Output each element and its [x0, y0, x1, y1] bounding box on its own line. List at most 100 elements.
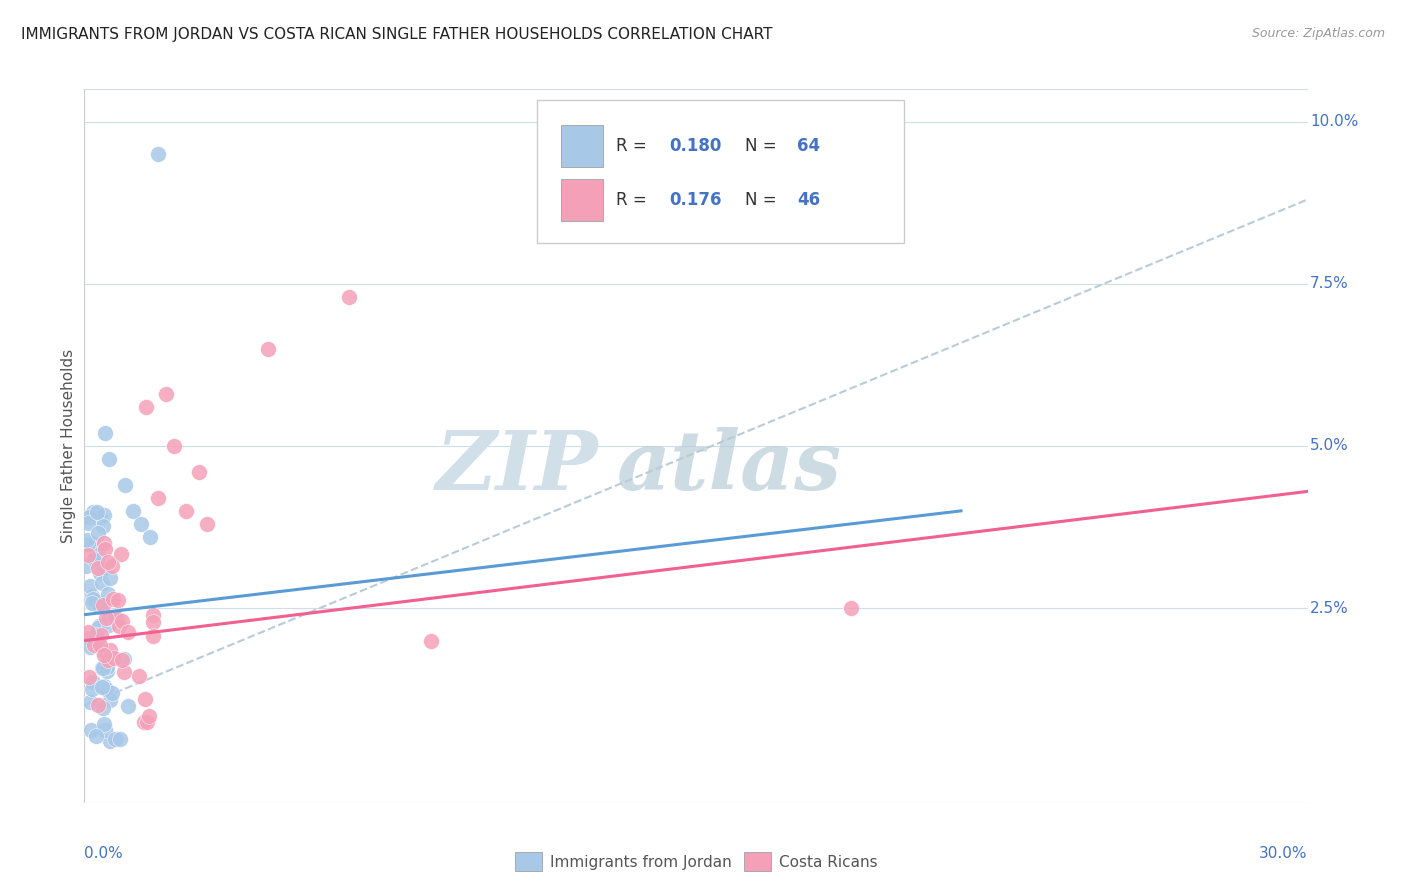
- Point: [90, 628, 112, 642]
- Point: [86, 729, 108, 743]
- Point: [86, 628, 108, 642]
- Point: [83, 638, 105, 652]
- Point: [420, 633, 443, 648]
- Text: N =: N =: [745, 191, 782, 209]
- Point: [97, 611, 120, 625]
- Point: [146, 491, 169, 505]
- Point: [93, 723, 115, 738]
- Point: [339, 290, 360, 304]
- Point: [89, 510, 111, 524]
- Point: [122, 504, 145, 518]
- Text: R =: R =: [616, 191, 652, 209]
- Point: [90, 661, 112, 675]
- Text: IMMIGRANTS FROM JORDAN VS COSTA RICAN SINGLE FATHER HOUSEHOLDS CORRELATION CHART: IMMIGRANTS FROM JORDAN VS COSTA RICAN SI…: [21, 27, 772, 42]
- Point: [75, 559, 97, 574]
- Point: [128, 669, 150, 683]
- Point: [93, 679, 115, 693]
- Text: 7.5%: 7.5%: [1310, 277, 1348, 292]
- Point: [87, 548, 110, 562]
- Text: 30.0%: 30.0%: [1260, 846, 1308, 861]
- Point: [79, 579, 101, 593]
- Point: [134, 715, 156, 730]
- Point: [87, 618, 110, 632]
- Point: [96, 664, 118, 678]
- Point: [112, 665, 135, 680]
- Point: [91, 519, 114, 533]
- Point: [91, 575, 114, 590]
- Point: [195, 516, 218, 531]
- Point: [91, 700, 114, 714]
- Point: [93, 648, 115, 662]
- Point: [105, 611, 128, 625]
- Point: [82, 505, 104, 519]
- Point: [97, 452, 120, 467]
- Point: [98, 618, 121, 632]
- Point: [82, 596, 104, 610]
- Point: [87, 595, 110, 609]
- Point: [97, 653, 120, 667]
- Point: [93, 425, 115, 440]
- Text: ZIP: ZIP: [436, 427, 598, 508]
- Point: [134, 691, 156, 706]
- Point: [76, 516, 98, 530]
- Point: [83, 552, 105, 566]
- Point: [96, 659, 118, 673]
- Point: [97, 587, 120, 601]
- Point: [104, 731, 127, 746]
- Point: [91, 643, 114, 657]
- FancyBboxPatch shape: [561, 178, 603, 221]
- FancyBboxPatch shape: [561, 125, 603, 168]
- Point: [79, 723, 101, 737]
- Point: [174, 504, 197, 518]
- Point: [163, 439, 186, 453]
- Point: [86, 698, 108, 712]
- Point: [112, 652, 135, 666]
- Point: [87, 526, 110, 541]
- Point: [103, 651, 125, 665]
- Point: [79, 640, 101, 654]
- Point: [86, 621, 108, 635]
- Point: [114, 478, 136, 492]
- Point: [131, 516, 153, 531]
- Point: [77, 625, 100, 640]
- Point: [103, 610, 125, 624]
- Text: 10.0%: 10.0%: [1310, 114, 1358, 129]
- Text: 0.180: 0.180: [669, 137, 721, 155]
- Point: [93, 536, 115, 550]
- Point: [111, 614, 134, 628]
- Point: [101, 558, 124, 573]
- Point: [101, 591, 124, 606]
- Point: [155, 387, 177, 401]
- Point: [91, 598, 114, 612]
- Point: [76, 548, 98, 562]
- Point: [80, 682, 103, 697]
- Legend: Immigrants from Jordan, Costa Ricans: Immigrants from Jordan, Costa Ricans: [509, 847, 883, 877]
- Text: 0.176: 0.176: [669, 191, 721, 209]
- Point: [91, 680, 114, 694]
- FancyBboxPatch shape: [537, 100, 904, 243]
- Point: [79, 695, 101, 709]
- Point: [87, 561, 110, 575]
- Point: [146, 147, 169, 161]
- Point: [86, 553, 108, 567]
- Text: 2.5%: 2.5%: [1310, 600, 1348, 615]
- Point: [94, 681, 117, 696]
- Point: [117, 699, 139, 714]
- Point: [107, 593, 129, 607]
- Point: [135, 714, 157, 729]
- Text: 64: 64: [797, 137, 821, 155]
- Point: [82, 537, 104, 551]
- Text: 0.0%: 0.0%: [84, 846, 124, 861]
- Point: [77, 510, 100, 524]
- Point: [82, 589, 104, 603]
- Text: N =: N =: [745, 137, 782, 155]
- Point: [187, 465, 209, 479]
- Y-axis label: Single Father Households: Single Father Households: [60, 349, 76, 543]
- Point: [98, 643, 121, 657]
- Point: [77, 631, 100, 645]
- Text: 5.0%: 5.0%: [1310, 439, 1348, 453]
- Point: [86, 505, 108, 519]
- Point: [110, 547, 132, 561]
- Point: [100, 686, 122, 700]
- Point: [94, 611, 117, 625]
